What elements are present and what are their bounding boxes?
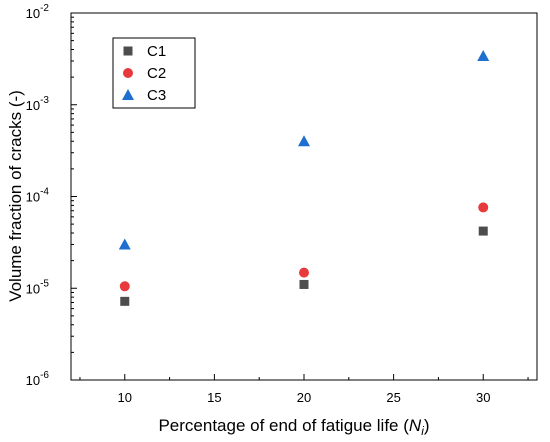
x-axis-label-var: N [409, 416, 422, 435]
y-tick-label: 10-6 [26, 370, 50, 388]
y-tick-label: 10-5 [26, 278, 50, 296]
y-tick-label: 10-2 [26, 3, 50, 21]
y-tick-label: 10-4 [26, 187, 50, 205]
y-tick-exponent: -6 [40, 370, 49, 381]
y-tick-base: 10 [26, 190, 40, 205]
legend-label-c3: C3 [147, 87, 166, 104]
y-tick-base: 10 [26, 98, 40, 113]
legend-label-c1: C1 [147, 43, 166, 60]
legend: C1 C2 C3 [112, 37, 196, 109]
legend-marker-c1 [123, 46, 133, 56]
data-point-c2 [119, 281, 130, 292]
legend-marker-c2 [123, 68, 133, 78]
data-point-c3 [298, 135, 310, 147]
y-axis-ticks: 10-610-510-410-310-2 [26, 3, 77, 388]
data-point-c2 [299, 267, 309, 278]
data-points [118, 49, 490, 306]
data-point-c1 [120, 296, 130, 306]
x-tick-label: 15 [207, 390, 221, 405]
data-point-c2 [478, 202, 489, 213]
x-tick-label: 10 [118, 390, 132, 405]
y-tick-exponent: -2 [40, 3, 49, 14]
x-axis-label-sub: i [421, 424, 424, 438]
data-point-c1 [299, 279, 309, 289]
x-tick-label: 30 [476, 390, 490, 405]
x-tick-label: 20 [297, 390, 311, 405]
data-point-c1 [478, 226, 488, 236]
data-point-c3 [477, 49, 490, 61]
y-tick-base: 10 [26, 6, 40, 21]
legend-marker-c3 [122, 89, 134, 100]
y-tick-exponent: -5 [40, 278, 49, 289]
y-axis-label: Volume fraction of cracks (-) [6, 90, 25, 302]
data-point-c3 [118, 238, 131, 250]
x-tick-label: 25 [386, 390, 400, 405]
y-tick-label: 10-3 [26, 95, 50, 113]
legend-label-c2: C2 [147, 65, 166, 82]
y-tick-base: 10 [26, 281, 40, 296]
y-tick-exponent: -3 [40, 95, 49, 106]
x-axis-label: Percentage of end of fatigue life (Ni) [158, 416, 429, 438]
y-tick-exponent: -4 [40, 187, 49, 198]
x-axis-label-prefix: Percentage of end of fatigue life ( [158, 416, 409, 435]
x-axis-ticks: 10 15 20 25 30 [79, 374, 529, 405]
x-axis-label-suffix: ) [424, 416, 430, 435]
y-tick-base: 10 [26, 373, 40, 388]
